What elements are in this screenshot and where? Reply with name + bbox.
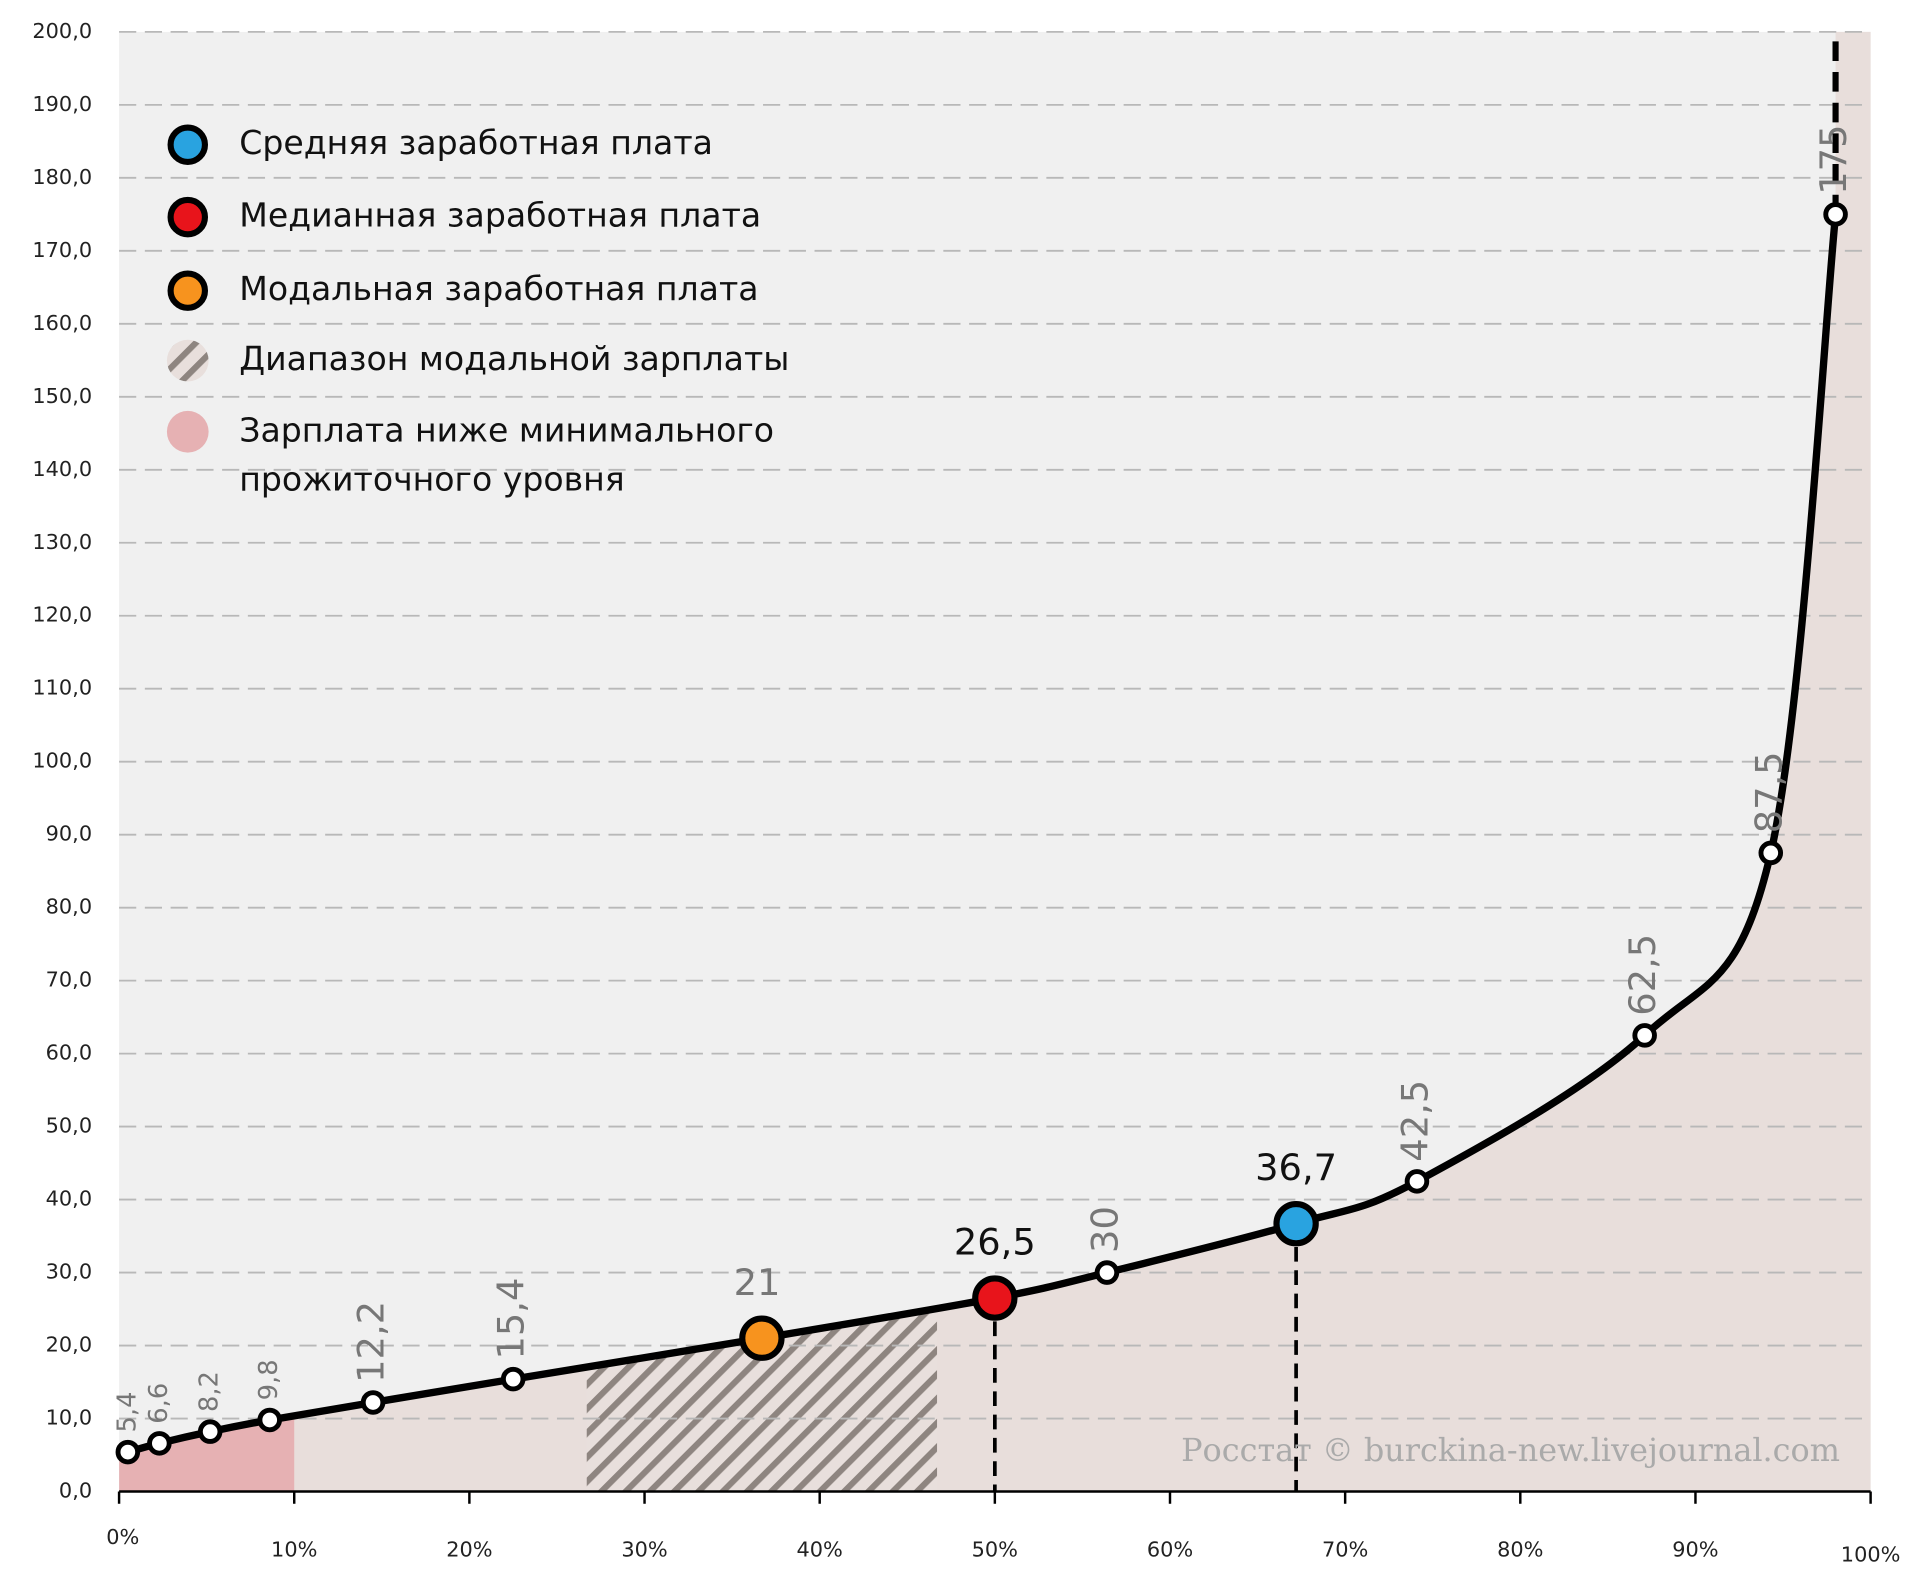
y-tick-label: 160,0 bbox=[32, 311, 92, 335]
legend-label: Медианная заработная плата bbox=[239, 196, 761, 235]
legend-marker bbox=[167, 124, 209, 165]
y-tick-label: 190,0 bbox=[32, 92, 92, 116]
y-tick-label: 180,0 bbox=[32, 165, 92, 189]
legend-marker bbox=[166, 339, 209, 382]
y-tick-label: 90,0 bbox=[46, 822, 92, 846]
y-tick-label: 140,0 bbox=[32, 457, 92, 481]
legend-marker bbox=[166, 410, 209, 453]
x-tick-label: 40% bbox=[797, 1537, 843, 1561]
x-tick-label: 100% bbox=[1841, 1542, 1901, 1566]
x-tick-label: 60% bbox=[1147, 1537, 1193, 1561]
y-tick-label: 170,0 bbox=[32, 238, 92, 262]
y-tick-label: 110,0 bbox=[32, 676, 92, 700]
value-label: 6,6 bbox=[144, 1383, 174, 1424]
x-tick-label: 80% bbox=[1497, 1537, 1543, 1561]
y-tick-label: 150,0 bbox=[32, 384, 92, 408]
data-point bbox=[1823, 202, 1848, 227]
value-label: 9,8 bbox=[254, 1359, 284, 1400]
value-label: 8,2 bbox=[195, 1371, 225, 1412]
data-point bbox=[1404, 1169, 1430, 1194]
value-label: 175 bbox=[1812, 124, 1855, 194]
data-point bbox=[197, 1419, 223, 1444]
data-point bbox=[360, 1390, 386, 1415]
legend-marker bbox=[167, 196, 209, 238]
source-note: Росстат © burckina-new.livejournal.com bbox=[1181, 1431, 1840, 1469]
legend-label: Диапазон модальной зарплаты bbox=[239, 339, 789, 378]
value-label: 87,5 bbox=[1747, 751, 1790, 833]
y-tick-label: 10,0 bbox=[46, 1406, 92, 1430]
x-tick-label: 50% bbox=[972, 1537, 1018, 1561]
y-tick-label: 200,0 bbox=[32, 19, 92, 43]
highlight-point bbox=[972, 1275, 1018, 1321]
legend-label: прожиточного уровня bbox=[239, 459, 624, 498]
highlight-point bbox=[1273, 1200, 1319, 1247]
value-label: 30 bbox=[1083, 1206, 1126, 1253]
y-tick-label: 30,0 bbox=[46, 1260, 92, 1284]
value-label: 21 bbox=[734, 1261, 781, 1304]
y-tick-label: 130,0 bbox=[32, 530, 92, 554]
x-tick-label: 70% bbox=[1322, 1537, 1368, 1561]
value-label: 62,5 bbox=[1621, 934, 1664, 1016]
y-tick-label: 70,0 bbox=[46, 968, 92, 992]
y-tick-label: 120,0 bbox=[32, 603, 92, 627]
value-label: 12,2 bbox=[350, 1301, 393, 1383]
x-tick-label: 10% bbox=[271, 1537, 317, 1561]
y-tick-label: 20,0 bbox=[46, 1333, 92, 1357]
highlight-point bbox=[739, 1315, 785, 1361]
legend-label: Средняя заработная плата bbox=[239, 123, 713, 162]
y-tick-label: 50,0 bbox=[46, 1114, 92, 1138]
data-point bbox=[1094, 1260, 1120, 1285]
x-tick-label: 30% bbox=[621, 1537, 667, 1561]
data-point bbox=[1758, 840, 1784, 866]
data-point bbox=[1632, 1023, 1657, 1048]
wage-curve bbox=[126, 213, 1840, 1456]
data-point bbox=[500, 1366, 526, 1392]
value-label: 36,7 bbox=[1255, 1146, 1337, 1189]
legend-label: Зарплата ниже минимального bbox=[239, 410, 774, 449]
value-label: 5,4 bbox=[112, 1392, 142, 1433]
x-tick-label: 0% bbox=[106, 1525, 139, 1549]
y-tick-label: 80,0 bbox=[46, 895, 92, 919]
y-tick-label: 40,0 bbox=[46, 1187, 92, 1211]
x-tick-label: 20% bbox=[446, 1537, 492, 1561]
legend-label: Модальная заработная плата bbox=[239, 269, 758, 308]
data-point bbox=[147, 1431, 172, 1456]
legend-marker bbox=[167, 270, 209, 311]
data-point bbox=[115, 1439, 141, 1465]
x-tick-label: 90% bbox=[1672, 1537, 1718, 1561]
value-label: 42,5 bbox=[1393, 1080, 1436, 1162]
y-tick-label: 0,0 bbox=[59, 1479, 92, 1503]
y-tick-label: 100,0 bbox=[32, 749, 92, 773]
value-label: 15,4 bbox=[490, 1278, 533, 1360]
value-label: 26,5 bbox=[954, 1221, 1036, 1264]
y-tick-label: 60,0 bbox=[46, 1041, 92, 1065]
data-point bbox=[257, 1407, 282, 1433]
